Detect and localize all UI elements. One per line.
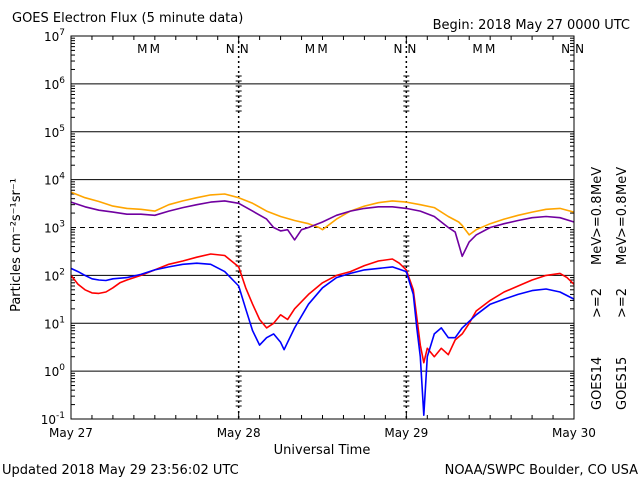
marker-letter: N <box>561 42 570 56</box>
x-tick-label: May 27 <box>49 426 93 440</box>
legend-goes15-2mev: >=2 <box>615 288 630 318</box>
x-axis-label: Universal Time <box>274 443 371 458</box>
credit-label: NOAA/SWPC Boulder, CO USA <box>445 463 638 478</box>
legend-mev-1: MeV <box>590 237 605 265</box>
marker-letter: M <box>150 42 160 56</box>
marker-letter: N <box>407 42 416 56</box>
x-tick-label: May 28 <box>217 426 261 440</box>
y-tick-labels: 10-1 100 101 102 103 104 105 106 107 <box>41 28 66 427</box>
x-tick-label: May 30 <box>552 426 596 440</box>
y-tick-label: 104 <box>44 172 65 188</box>
day-dividers <box>235 36 410 419</box>
plot-frame <box>70 35 575 420</box>
y-axis-label: Particles cm⁻²s⁻¹sr⁻¹ <box>9 178 24 312</box>
y-tick-label: 10-1 <box>41 411 65 427</box>
legend-mev-2: MeV <box>615 237 630 265</box>
chart-title: GOES Electron Flux (5 minute data) <box>12 11 243 26</box>
y-tick-label: 102 <box>44 267 65 283</box>
legend-goes15: GOES15 <box>615 357 630 410</box>
marker-letter: M <box>305 42 315 56</box>
legend-goes14-08mev: >=0.8 <box>590 196 605 238</box>
legend-mev-3: MeV <box>590 167 605 195</box>
marker-letter: N <box>226 42 235 56</box>
series-lines <box>70 191 575 417</box>
marker-letter: N <box>240 42 249 56</box>
y-tick-label: 100 <box>44 363 65 379</box>
x-tick-label: May 29 <box>384 426 428 440</box>
series-line <box>70 191 575 236</box>
marker-letter: N <box>393 42 402 56</box>
legend-mev-4: MeV <box>615 167 630 195</box>
series-line <box>70 200 575 258</box>
updated-timestamp: Updated 2018 May 29 23:56:02 UTC <box>2 463 239 478</box>
y-tick-label: 106 <box>44 76 65 92</box>
gridlines <box>70 36 575 419</box>
marker-letter: M <box>137 42 147 56</box>
y-tick-label: 103 <box>44 220 65 236</box>
y-tick-label: 107 <box>44 28 65 44</box>
x-tick-labels: May 27 May 28 May 29 May 30 <box>49 426 596 440</box>
y-tick-label: 101 <box>44 315 65 331</box>
legend-goes14-2mev: >=2 <box>590 288 605 318</box>
legend-goes14: GOES14 <box>590 357 605 410</box>
series-line <box>70 253 575 364</box>
marker-letter: M <box>472 42 482 56</box>
marker-letter: M <box>485 42 495 56</box>
begin-label: Begin: 2018 May 27 0000 UTC <box>433 18 630 33</box>
y-tick-label: 105 <box>44 124 65 140</box>
legend-goes15-08mev: >=0.8 <box>615 196 630 238</box>
series-line <box>70 262 575 417</box>
marker-letter: N <box>575 42 584 56</box>
marker-letter: M <box>317 42 327 56</box>
